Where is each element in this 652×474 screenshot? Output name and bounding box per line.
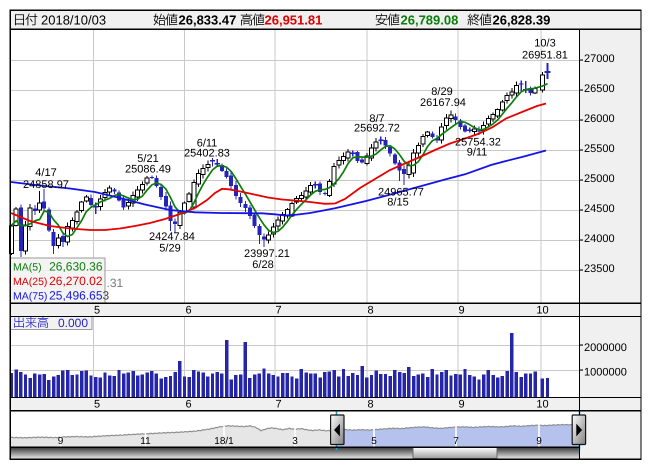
- svg-text:24000: 24000: [584, 233, 615, 245]
- svg-text:24858.97: 24858.97: [23, 179, 69, 191]
- svg-text:5: 5: [94, 399, 100, 411]
- svg-text:26,789.08: 26,789.08: [401, 13, 459, 28]
- svg-text:7: 7: [275, 399, 281, 411]
- svg-text:MA(25): MA(25): [13, 276, 47, 288]
- svg-text:26,833.47: 26,833.47: [179, 13, 237, 28]
- svg-text:9: 9: [458, 305, 464, 317]
- svg-text:8/29: 8/29: [431, 86, 452, 98]
- svg-text:.31: .31: [107, 276, 124, 290]
- svg-text:8: 8: [367, 399, 373, 411]
- svg-text:9: 9: [536, 436, 542, 447]
- svg-text:26500: 26500: [584, 83, 615, 95]
- svg-text:25086.49: 25086.49: [125, 164, 171, 176]
- svg-text:8/7: 8/7: [369, 113, 384, 125]
- svg-text:9: 9: [458, 399, 464, 411]
- svg-text:26951.81: 26951.81: [522, 50, 568, 62]
- svg-text:25000: 25000: [584, 173, 615, 185]
- svg-text:2000000: 2000000: [584, 342, 627, 354]
- svg-text:5: 5: [94, 305, 100, 317]
- svg-text:25500: 25500: [584, 143, 615, 155]
- svg-text:11: 11: [140, 436, 151, 447]
- svg-text:26,270.02: 26,270.02: [49, 274, 103, 288]
- svg-text:25402.83: 25402.83: [184, 148, 230, 160]
- svg-text:18/1: 18/1: [214, 436, 234, 447]
- svg-text:26167.94: 26167.94: [420, 97, 466, 109]
- svg-text:23997.21: 23997.21: [244, 248, 290, 260]
- svg-text:24247.84: 24247.84: [149, 231, 195, 243]
- svg-text:8/15: 8/15: [387, 197, 408, 209]
- svg-text:24965.77: 24965.77: [378, 187, 424, 199]
- svg-text:5/21: 5/21: [137, 153, 158, 165]
- svg-text:25692.72: 25692.72: [354, 123, 400, 135]
- svg-text:26,828.39: 26,828.39: [493, 13, 551, 28]
- svg-text:26000: 26000: [584, 113, 615, 125]
- svg-text:3: 3: [103, 289, 110, 303]
- svg-text:6/11: 6/11: [197, 138, 218, 150]
- svg-text:7: 7: [275, 305, 281, 317]
- svg-text:10: 10: [536, 399, 548, 411]
- svg-text:MA(75): MA(75): [13, 291, 47, 303]
- svg-text:2018/10/03: 2018/10/03: [41, 13, 106, 28]
- svg-text:6: 6: [185, 399, 191, 411]
- svg-text:26,630.36: 26,630.36: [49, 260, 103, 274]
- svg-text:23500: 23500: [584, 263, 615, 275]
- svg-text:25,496.65: 25,496.65: [49, 289, 103, 303]
- svg-text:10/3: 10/3: [534, 38, 555, 50]
- svg-text:5/29: 5/29: [159, 243, 180, 255]
- svg-text:6: 6: [185, 305, 191, 317]
- svg-text:27000: 27000: [584, 53, 615, 65]
- svg-text:8: 8: [367, 305, 373, 317]
- svg-text:4/17: 4/17: [35, 167, 56, 179]
- svg-text:6/28: 6/28: [252, 259, 273, 271]
- svg-text:7: 7: [453, 436, 459, 447]
- svg-text:9: 9: [58, 436, 64, 447]
- svg-text:3: 3: [292, 436, 298, 447]
- svg-text:0.000: 0.000: [58, 316, 88, 330]
- svg-text:26,951.81: 26,951.81: [265, 13, 323, 28]
- svg-text:5: 5: [371, 436, 377, 447]
- svg-text:25754.32: 25754.32: [455, 137, 501, 149]
- svg-text:10: 10: [536, 305, 548, 317]
- svg-text:9/11: 9/11: [467, 147, 488, 159]
- svg-text:24500: 24500: [584, 203, 615, 215]
- svg-text:MA(5): MA(5): [13, 262, 42, 274]
- svg-text:1000000: 1000000: [584, 367, 627, 379]
